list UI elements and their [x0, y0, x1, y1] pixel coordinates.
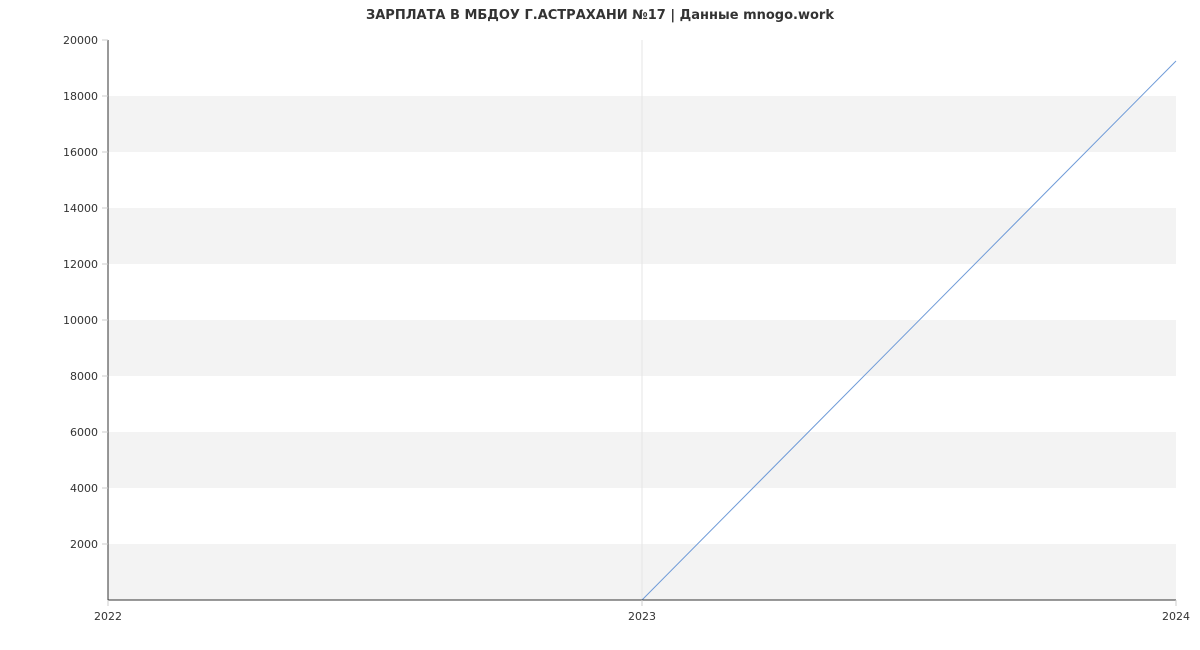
x-tick-label: 2022: [94, 610, 122, 623]
y-tick-label: 10000: [63, 314, 98, 327]
y-tick-label: 8000: [70, 370, 98, 383]
chart-svg: 2000 4000 6000 8000 10000 12000 14000 16000 1800…: [0, 0, 1200, 650]
y-tick-label: 14000: [63, 202, 98, 215]
y-tick-label: 20000: [63, 34, 98, 47]
y-tick-label: 6000: [70, 426, 98, 439]
y-tick-label: 12000: [63, 258, 98, 271]
y-tick-label: 16000: [63, 146, 98, 159]
y-tick-label: 18000: [63, 90, 98, 103]
x-tick-label: 2024: [1162, 610, 1190, 623]
x-tick-label: 2023: [628, 610, 656, 623]
chart-title: ЗАРПЛАТА В МБДОУ Г.АСТРАХАНИ №17 | Данны…: [0, 8, 1200, 23]
y-tick-label: 2000: [70, 538, 98, 551]
y-tick-label: 4000: [70, 482, 98, 495]
salary-line-chart: ЗАРПЛАТА В МБДОУ Г.АСТРАХАНИ №17 | Данны…: [0, 0, 1200, 650]
